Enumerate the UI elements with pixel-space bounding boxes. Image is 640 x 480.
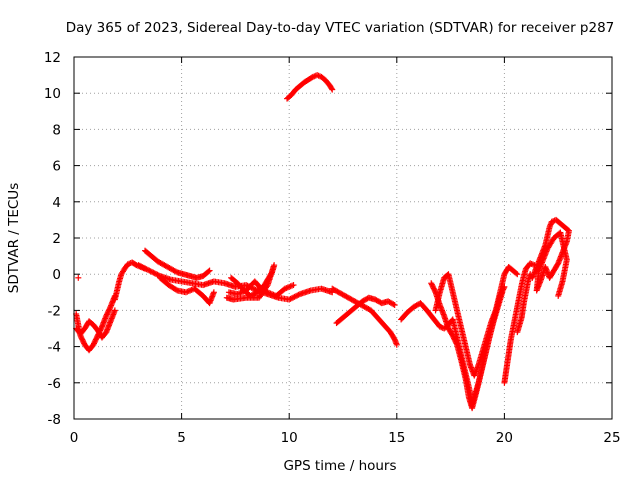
data-point-marker [243,282,250,289]
data-point-marker [205,268,212,275]
data-point-marker [286,296,293,303]
x-tick-label: 5 [177,430,186,446]
data-point-marker [391,301,398,308]
data-point-marker [106,305,113,312]
y-tick-label: 2 [52,231,61,247]
data-point-marker [139,264,146,271]
data-point-marker [146,267,153,274]
data-point-marker [390,301,397,308]
data-point-marker [393,341,400,348]
data-point-marker [500,285,507,292]
data-point-marker [140,264,147,271]
data-point-marker [142,265,149,272]
data-point-marker [206,267,213,274]
x-tick-label: 10 [281,430,298,446]
data-point-marker [173,286,180,293]
data-point-marker [453,340,460,347]
y-tick-label: 4 [52,195,61,211]
data-point-marker [98,324,105,331]
y-tick-label: -6 [48,376,61,392]
x-axis-label: GPS time / hours [283,458,396,474]
data-point-marker [75,274,82,281]
y-tick-label: 12 [44,50,61,66]
data-point-marker [144,266,151,273]
data-point-marker [151,270,158,277]
y-axis-label: SDTVAR / TECUs [6,183,22,293]
data-point-marker [150,269,157,276]
data-point-marker [153,270,160,277]
y-tick-label: 8 [52,122,61,138]
y-tick-label: -8 [48,412,61,428]
data-point-marker [514,271,521,278]
data-point-marker [431,288,438,295]
data-point-marker [329,86,336,93]
data-point-marker [147,268,154,275]
x-tick-label: 25 [603,430,620,446]
y-tick-label: 0 [52,267,61,283]
data-point-marker [513,270,520,277]
grid [74,57,612,419]
data-point-marker [290,294,297,301]
data-point-marker [210,289,217,296]
data-point-marker [501,283,508,290]
data-point-marker [292,293,299,300]
data-points [73,72,572,412]
data-point-marker [135,262,142,269]
y-tick-label: 6 [52,159,61,175]
x-tick-label: 15 [388,430,405,446]
x-tick-label: 20 [496,430,513,446]
data-point-marker [143,266,150,273]
chart-title: Day 365 of 2023, Sidereal Day-to-day VTE… [66,20,615,36]
y-tick-label: 10 [44,86,61,102]
data-point-marker [288,295,295,302]
data-point-marker [295,291,302,298]
data-point-marker [149,268,156,275]
data-point-marker [138,263,145,270]
data-point-marker [290,282,297,289]
data-point-marker [291,293,298,300]
data-point-marker [223,294,230,301]
axis-ticks: 0 5 10 15 20 25 -8 -6 -4 -2 0 2 4 6 8 10 12 [44,50,621,446]
data-point-marker [555,292,562,299]
data-point-marker [263,288,270,295]
data-point-marker [287,295,294,302]
data-point-marker [154,271,161,278]
y-tick-label: -2 [48,303,61,319]
y-tick-label: -4 [48,340,61,356]
data-point-marker [111,307,118,314]
data-point-marker [294,292,301,299]
x-tick-label: 0 [70,430,79,446]
data-point-marker [136,262,143,269]
data-point-marker [328,85,335,92]
